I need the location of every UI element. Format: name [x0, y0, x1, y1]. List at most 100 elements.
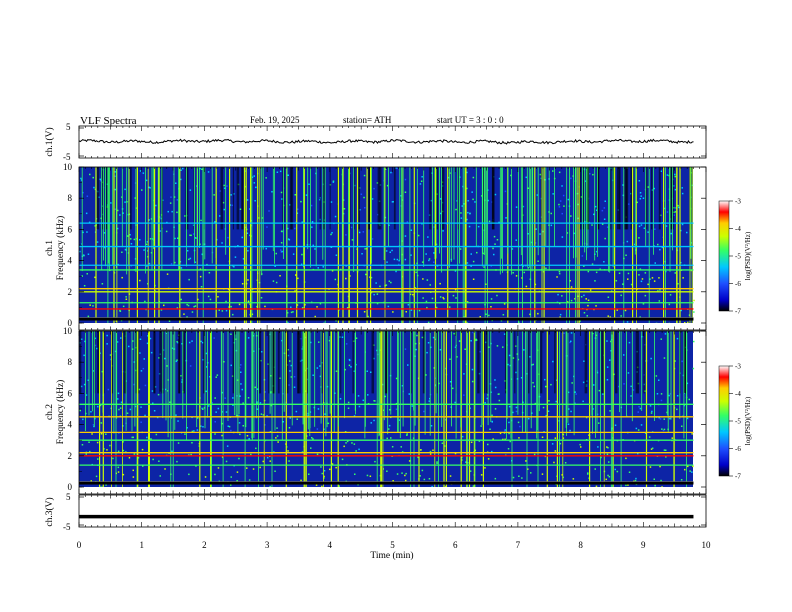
ch2-noise-cell — [664, 357, 666, 359]
ch2-noise-cell — [428, 342, 430, 344]
ch1-noise-cell — [373, 188, 375, 190]
ch2-dark-column — [159, 331, 161, 393]
ch1-noise-cell — [516, 206, 518, 208]
ch2-noise-cell — [664, 429, 666, 431]
ch2-dark-column — [637, 331, 639, 393]
figure-title: VLF Spectra — [80, 115, 137, 127]
ch2-noise-cell — [665, 333, 667, 335]
ch1-noise-cell — [140, 170, 142, 172]
ch2-noise-cell — [521, 477, 523, 479]
ch1-noise-cell — [432, 298, 434, 300]
ch2-noise-cell — [416, 335, 418, 337]
ch2-noise-cell — [202, 409, 204, 411]
ch1-noise-cell — [460, 212, 462, 214]
ch1-noise-cell — [678, 207, 680, 209]
ch1-noise-cell — [645, 272, 647, 274]
ch2-noise-cell — [606, 446, 608, 448]
ch1-noise-cell — [560, 314, 562, 316]
ch2-noise-cell — [255, 448, 257, 450]
ch1-noise-cell — [224, 188, 226, 190]
ch2-noise-cell — [120, 337, 122, 339]
ch1-ytick-top: 5 — [66, 122, 71, 132]
ch1-noise-cell — [627, 321, 629, 323]
ch2-noise-cell — [568, 424, 570, 426]
ch2-noise-cell — [607, 454, 609, 456]
ch1-noise-cell — [86, 213, 88, 215]
ch1-noise-cell — [425, 253, 427, 255]
ch2-noise-cell — [544, 379, 546, 381]
ch2-noise-cell — [664, 418, 666, 420]
ch1-noise-cell — [460, 248, 462, 250]
ch1-noise-cell — [462, 205, 464, 207]
ch2-noise-cell — [681, 361, 683, 363]
ch2-noise-cell — [563, 333, 565, 335]
ch1-noise-cell — [537, 261, 539, 263]
ch2-noise-cell — [164, 468, 166, 470]
colorbar-tick-label--6: -6 — [735, 280, 741, 288]
ch1-noise-cell — [88, 254, 90, 256]
ch2-noise-cell — [248, 337, 250, 339]
ch1-noise-cell — [345, 234, 347, 236]
ch1-noise-cell — [442, 230, 444, 232]
ch2-dark-column — [322, 331, 323, 393]
ch1-noise-cell — [193, 306, 195, 308]
x-tick-label-0: 0 — [77, 540, 82, 550]
ch1-noise-cell — [427, 236, 429, 238]
ch1-noise-cell — [467, 262, 469, 264]
ch2-noise-cell — [239, 434, 241, 436]
ch2-noise-cell — [583, 361, 585, 363]
ch1-noise-cell — [455, 209, 457, 211]
ch2-noise-cell — [112, 458, 114, 460]
ch2-noise-cell — [242, 389, 244, 391]
ch2-noise-cell — [638, 429, 640, 431]
ch1-noise-cell — [605, 201, 607, 203]
colorbar-ch2-gradient — [719, 366, 729, 476]
ch1-noise-cell — [693, 300, 695, 302]
ch2-spectrogram-ylabel-line2: Frequency (kHz) — [55, 380, 66, 445]
ch1-noise-cell — [311, 226, 313, 228]
ch1-noise-cell — [386, 261, 388, 263]
ch2-noise-cell — [405, 480, 407, 482]
ch2-noise-cell — [249, 479, 251, 481]
ch1-noise-cell — [640, 192, 642, 194]
ch1-noise-cell — [641, 281, 643, 283]
ch2-noise-cell — [133, 437, 135, 439]
ch2-noise-cell — [471, 442, 473, 444]
ch2-noise-cell — [481, 474, 483, 476]
ch2-noise-cell — [156, 434, 158, 436]
ch1-noise-cell — [155, 205, 157, 207]
ch1-noise-cell — [316, 306, 318, 308]
colorbar-tick-label--5: -5 — [735, 253, 741, 261]
ch2-noise-cell — [312, 438, 314, 440]
ch1-noise-cell — [297, 278, 299, 280]
ch1-noise-cell — [235, 256, 237, 258]
ch2-noise-cell — [118, 471, 120, 473]
ch2-noise-cell — [555, 450, 557, 452]
ch2-noise-cell — [548, 411, 550, 413]
ch2-noise-cell — [660, 418, 662, 420]
ch1-noise-cell — [281, 251, 283, 253]
ch1-noise-cell — [563, 195, 565, 197]
ch2-noise-cell — [193, 430, 195, 432]
ch2-noise-cell — [158, 394, 160, 396]
x-tick-label-1: 1 — [139, 540, 144, 550]
ch1-noise-cell — [279, 275, 281, 277]
ch2-noise-cell — [692, 466, 694, 468]
ch2-noise-cell — [317, 367, 319, 369]
ch2-noise-cell — [550, 384, 552, 386]
ch1-noise-cell — [149, 187, 151, 189]
ch1-noise-cell — [131, 243, 133, 245]
ch2-noise-cell — [491, 415, 493, 417]
ch1-noise-cell — [276, 282, 278, 284]
ch1-noise-cell — [336, 255, 338, 257]
ch1-noise-cell — [640, 195, 642, 197]
ch2-noise-cell — [509, 406, 511, 408]
ch2-noise-cell — [630, 386, 632, 388]
ch2-noise-cell — [606, 340, 608, 342]
ch2-noise-cell — [255, 387, 257, 389]
ch1-noise-cell — [379, 286, 381, 288]
ch1-noise-cell — [411, 309, 413, 311]
ch2-noise-cell — [91, 433, 93, 435]
ch1-noise-cell — [255, 187, 257, 189]
ch1-noise-cell — [208, 171, 210, 173]
